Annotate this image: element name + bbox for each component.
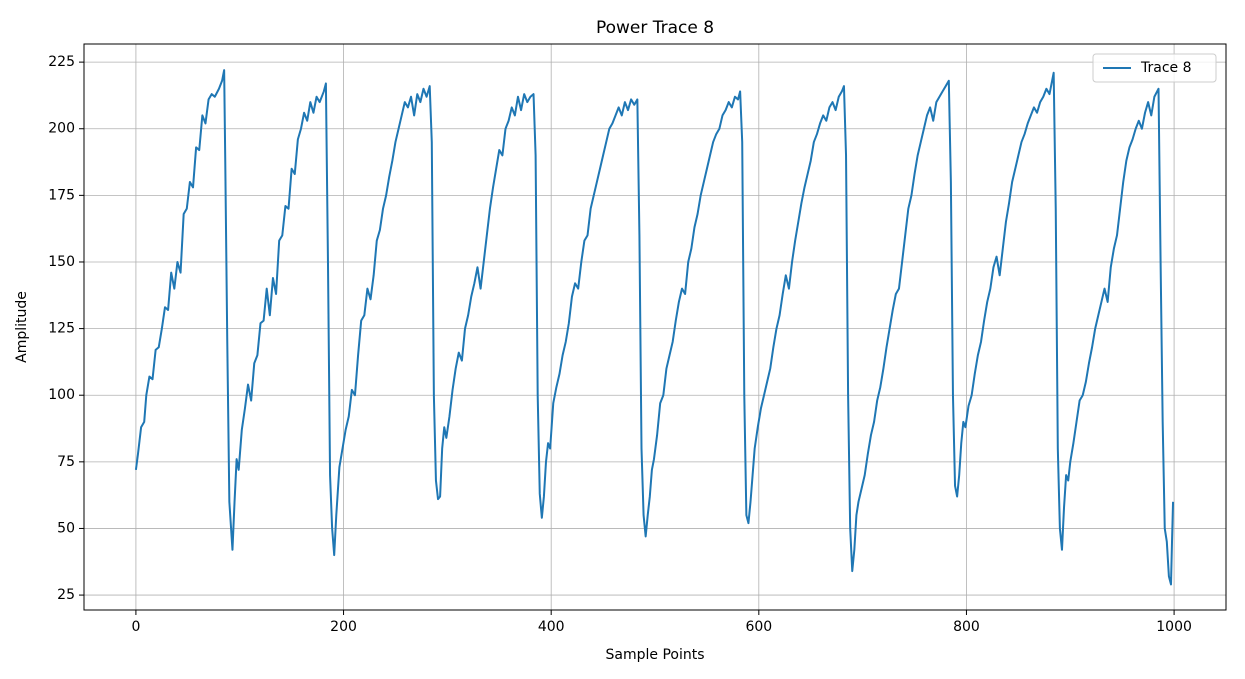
plot-frame	[83, 43, 1227, 611]
y-tick-label: 75	[57, 454, 75, 470]
y-tick-label: 225	[48, 54, 75, 70]
x-axis-label: Sample Points	[606, 647, 705, 663]
y-tick-label: 100	[48, 387, 75, 403]
y-axis-label: Amplitude	[14, 291, 30, 363]
x-tick-label: 200	[330, 619, 357, 635]
y-tick-label: 175	[48, 187, 75, 203]
chart-title: Power Trace 8	[596, 18, 714, 38]
x-tick-label: 800	[953, 619, 980, 635]
y-tick-label: 125	[48, 321, 75, 337]
legend-label: Trace 8	[1140, 60, 1192, 76]
legend-box	[1092, 53, 1217, 83]
y-tick-label: 150	[48, 254, 75, 270]
x-tick-label: 1000	[1156, 619, 1192, 635]
x-tick-label: 400	[538, 619, 565, 635]
x-tick-label: 600	[745, 619, 772, 635]
y-tick-label: 25	[57, 587, 75, 603]
line-series	[134, 69, 1175, 586]
y-tick-label: 200	[48, 121, 75, 137]
y-tick-label: 50	[57, 520, 75, 536]
x-tick-label: 0	[131, 619, 140, 635]
